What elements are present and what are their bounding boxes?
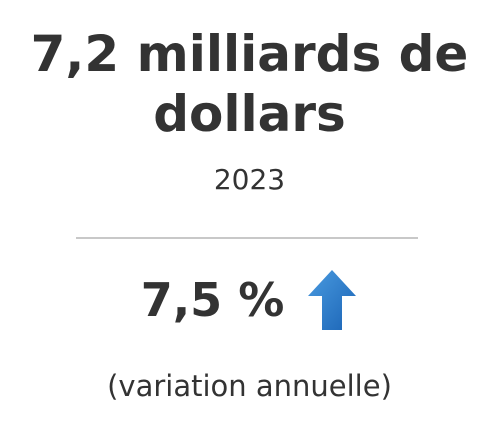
headline-value: 7,2 milliards de dollars: [0, 24, 499, 144]
arrow-up-icon: [308, 270, 357, 330]
headline-line-1: 7,2 milliards de: [30, 25, 469, 83]
headline-line-2: dollars: [153, 85, 346, 143]
change-percentage: 7,5 %: [140, 273, 285, 327]
change-row: 7,5 %: [0, 267, 499, 333]
divider: [76, 237, 418, 239]
change-note: (variation annuelle): [107, 369, 392, 403]
year-label: 2023: [213, 163, 286, 196]
